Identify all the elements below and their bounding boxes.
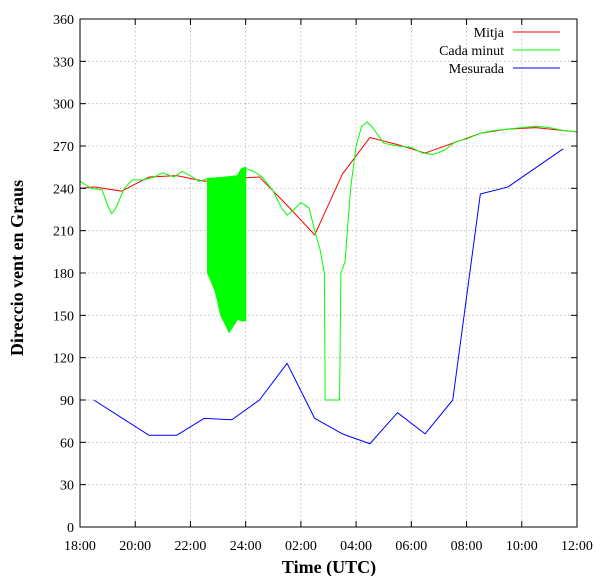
y-tick-label: 180 bbox=[53, 267, 74, 282]
x-tick-label: 12:00 bbox=[561, 539, 593, 554]
y-tick-label: 120 bbox=[53, 352, 74, 367]
y-tick-label: 90 bbox=[60, 394, 74, 409]
x-tick-label: 18:00 bbox=[64, 539, 96, 554]
legend-label: Cada minut bbox=[439, 44, 504, 59]
legend-label: Mitja bbox=[474, 26, 505, 41]
y-axis-title: Direccio vent en Graus bbox=[7, 180, 27, 356]
legend: Mitja Cada minut Mesurada bbox=[439, 26, 560, 77]
x-tick-label: 24:00 bbox=[230, 539, 262, 554]
legend-label: Mesurada bbox=[449, 62, 505, 77]
y-tick-label: 0 bbox=[67, 521, 74, 536]
x-tick-label: 08:00 bbox=[451, 539, 483, 554]
y-tick-label: 240 bbox=[53, 182, 74, 197]
grid bbox=[80, 19, 577, 527]
x-tick-label: 10:00 bbox=[506, 539, 538, 554]
y-tick-label: 270 bbox=[53, 140, 74, 155]
series-mitja bbox=[79, 127, 578, 236]
y-tick-label: 60 bbox=[60, 436, 74, 451]
y-tick-label: 330 bbox=[53, 55, 74, 70]
x-tick-label: 22:00 bbox=[174, 539, 206, 554]
y-tick-label: 360 bbox=[53, 13, 74, 28]
x-tick-label: 04:00 bbox=[340, 539, 372, 554]
y-tick-label: 150 bbox=[53, 309, 74, 324]
y-tick-label: 210 bbox=[53, 225, 74, 240]
y-tick-label: 300 bbox=[53, 98, 74, 113]
y-tick-label: 30 bbox=[60, 479, 74, 494]
series-line bbox=[79, 127, 578, 236]
x-tick-label: 06:00 bbox=[395, 539, 427, 554]
series-mesurada bbox=[93, 148, 564, 445]
axis-ticks: 0 30 60 90 120 150 180 210 240 270 300 330 360 18:00 2… bbox=[53, 13, 593, 554]
dense-oscillation-band bbox=[207, 166, 247, 334]
x-tick-label: 02:00 bbox=[285, 539, 317, 554]
series-cada-minut bbox=[79, 121, 578, 401]
x-tick-label: 20:00 bbox=[119, 539, 151, 554]
series-line bbox=[93, 148, 564, 445]
series-line bbox=[79, 121, 578, 401]
x-axis-title: Time (UTC) bbox=[282, 557, 376, 576]
series-layer bbox=[79, 121, 578, 445]
